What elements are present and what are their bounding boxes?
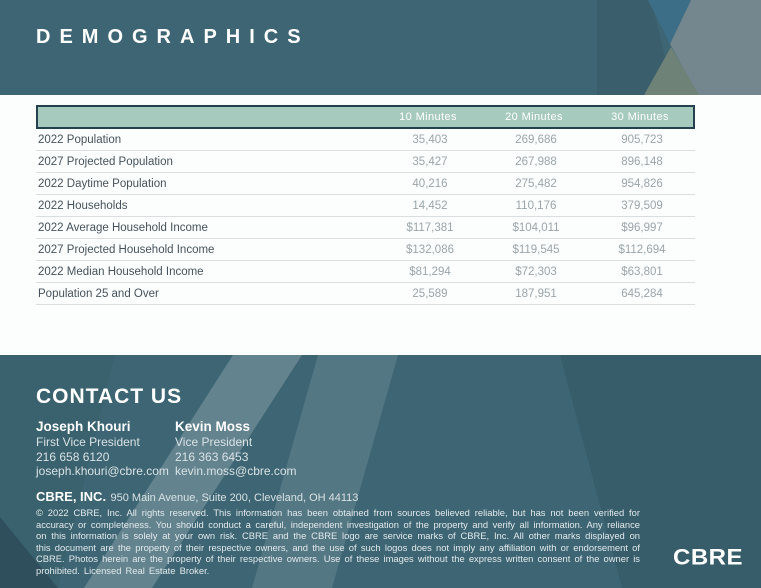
- cell-value: 35,403: [412, 133, 448, 146]
- row-label: 2022 Households: [38, 199, 128, 212]
- contact-title: First Vice President: [36, 435, 140, 449]
- cbre-logo: CBRE: [672, 545, 743, 570]
- contact-name: Joseph Khouri: [36, 419, 131, 434]
- cell-value: 267,988: [515, 155, 557, 168]
- column-header-20-minutes: 20 Minutes: [505, 111, 563, 123]
- contact-email: joseph.khouri@cbre.com: [36, 464, 169, 478]
- column-header-30-minutes: 30 Minutes: [611, 111, 669, 123]
- cell-value: 954,826: [621, 177, 663, 190]
- cell-value: 905,723: [621, 133, 663, 146]
- cell-value: 110,176: [515, 199, 557, 212]
- cell-value: 35,427: [412, 155, 448, 168]
- table-row: 2022 Households 14,452 110,176 379,509: [36, 195, 695, 217]
- table-row: Population 25 and Over 25,589 187,951 64…: [36, 283, 695, 305]
- cell-value: 275,482: [515, 177, 557, 190]
- cell-value: $81,294: [409, 265, 451, 278]
- contact-phone: 216 363 6453: [175, 449, 249, 464]
- contact-phone: 216 658 6120: [36, 449, 110, 464]
- row-label: 2022 Median Household Income: [38, 265, 204, 278]
- content-area: 10 Minutes 20 Minutes 30 Minutes 2022 Po…: [0, 95, 761, 355]
- row-label: 2027 Projected Population: [38, 155, 173, 168]
- page-title: DEMOGRAPHICS: [36, 26, 310, 48]
- contact-title: Vice President: [175, 435, 253, 449]
- demographics-table: 10 Minutes 20 Minutes 30 Minutes 2022 Po…: [36, 105, 695, 305]
- company-address: 950 Main Avenue, Suite 200, Cleveland, O…: [110, 492, 359, 504]
- table-row: 2022 Daytime Population 40,216 275,482 9…: [36, 173, 695, 195]
- cell-value: 896,148: [621, 155, 663, 168]
- cell-value: $63,801: [621, 265, 663, 278]
- cell-value: 645,284: [621, 287, 663, 300]
- row-label: 2022 Population: [38, 133, 122, 146]
- company-name: CBRE, INC.: [36, 489, 107, 504]
- cell-value: 379,509: [621, 199, 663, 212]
- table-row: 2027 Projected Population 35,427 267,988…: [36, 151, 695, 173]
- table-header-row: 10 Minutes 20 Minutes 30 Minutes: [36, 105, 695, 129]
- cell-value: $119,545: [512, 243, 560, 256]
- cell-value: $72,303: [515, 265, 557, 278]
- cell-value: $104,011: [512, 221, 560, 234]
- cell-value: 269,686: [515, 133, 557, 146]
- cell-value: 40,216: [412, 177, 448, 190]
- row-label: 2027 Projected Household Income: [38, 243, 215, 256]
- legal-disclaimer: © 2022 CBRE, Inc. All rights reserved. T…: [36, 507, 640, 576]
- cell-value: $117,381: [406, 221, 454, 234]
- contact-cards: Joseph Khouri First Vice President 216 6…: [36, 419, 314, 479]
- cell-value: $132,086: [406, 243, 454, 256]
- contact-card: Joseph Khouri First Vice President 216 6…: [36, 419, 175, 479]
- contact-card: Kevin Moss Vice President 216 363 6453 k…: [175, 419, 314, 479]
- cell-value: 25,589: [412, 287, 448, 300]
- row-label: 2022 Average Household Income: [38, 221, 208, 234]
- contact-us-heading: CONTACT US: [36, 385, 183, 408]
- contact-name: Kevin Moss: [175, 419, 251, 434]
- table-row: 2027 Projected Household Income $132,086…: [36, 239, 695, 261]
- contact-email: kevin.moss@cbre.com: [175, 464, 297, 478]
- table-row: 2022 Population 35,403 269,686 905,723: [36, 129, 695, 151]
- row-label: Population 25 and Over: [38, 287, 159, 300]
- header-banner: DEMOGRAPHICS: [0, 0, 761, 95]
- cell-value: 14,452: [412, 199, 448, 212]
- cell-value: $96,997: [621, 221, 663, 234]
- company-address-line: CBRE, INC. 950 Main Avenue, Suite 200, C…: [36, 488, 358, 506]
- row-label: 2022 Daytime Population: [38, 177, 167, 190]
- column-header-10-minutes: 10 Minutes: [399, 111, 457, 123]
- contact-footer: CONTACT US Joseph Khouri First Vice Pres…: [0, 355, 761, 588]
- cell-value: $112,694: [618, 243, 666, 256]
- table-row: 2022 Median Household Income $81,294 $72…: [36, 261, 695, 283]
- cell-value: 187,951: [515, 287, 557, 300]
- table-row: 2022 Average Household Income $117,381 $…: [36, 217, 695, 239]
